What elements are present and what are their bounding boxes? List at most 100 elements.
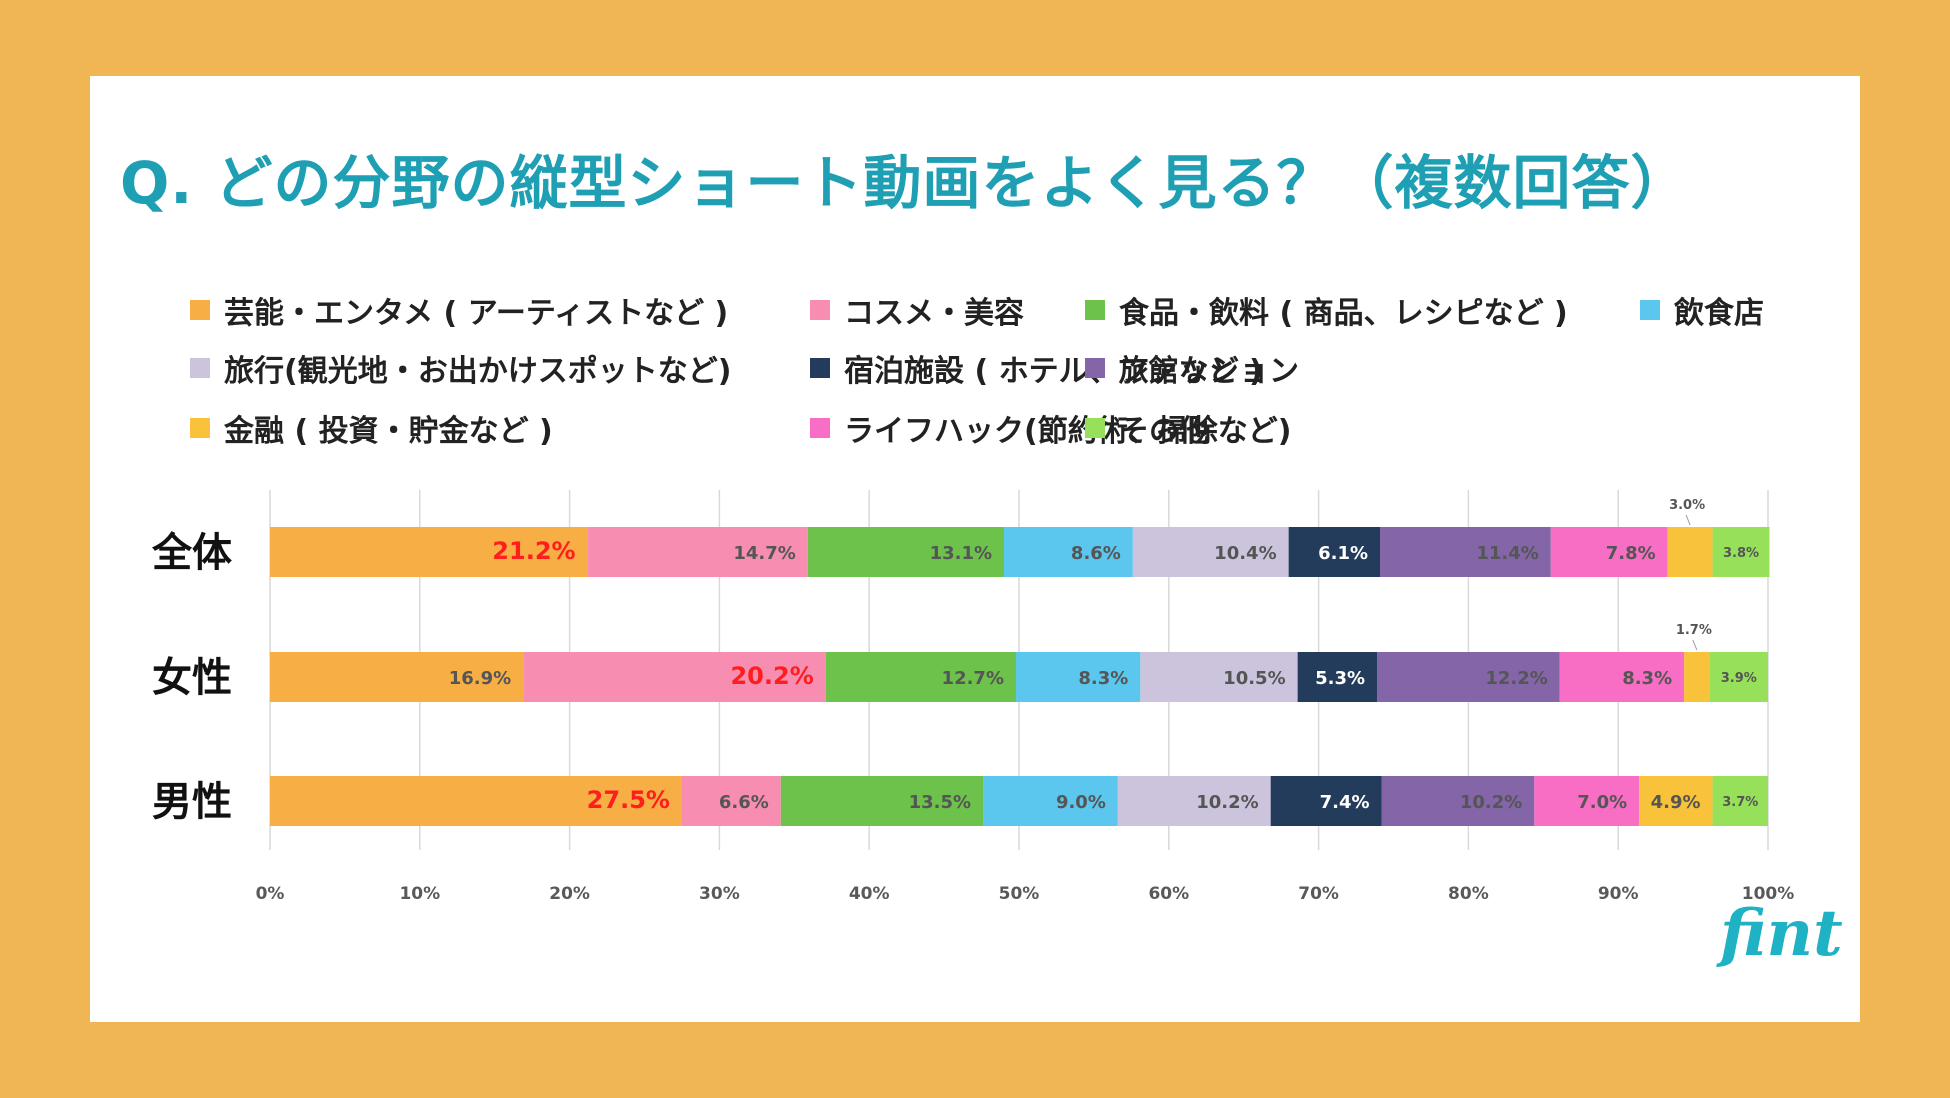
- x-tick-label: 100%: [1742, 884, 1795, 904]
- legend-label: ライフハック(節約術、掃除など): [844, 414, 1292, 449]
- data-label: 14.7%: [733, 543, 795, 564]
- x-tick-label: 90%: [1598, 884, 1639, 904]
- legend-item: 旅行(観光地・お出かけスポットなど): [190, 348, 732, 389]
- data-label: 20.2%: [730, 662, 813, 690]
- legend-label: 金融 ( 投資・貯金など ): [224, 414, 553, 449]
- bar-segment: [1667, 527, 1713, 577]
- x-tick-label: 50%: [999, 884, 1040, 904]
- legend-label: ファッション: [1119, 354, 1299, 389]
- data-label: 3.0%: [1669, 498, 1705, 513]
- bar-segment: [1297, 652, 1378, 702]
- x-tick-label: 0%: [256, 884, 285, 904]
- x-tick-label: 70%: [1298, 884, 1339, 904]
- legend-label: 食品・飲料 ( 商品、レシピなど ): [1119, 296, 1568, 331]
- data-label: 12.2%: [1485, 668, 1547, 689]
- data-label: 11.4%: [1476, 543, 1538, 564]
- legend-item: 芸能・エンタメ ( アーティストなど ): [190, 290, 728, 331]
- data-label: 10.2%: [1460, 792, 1522, 813]
- legend-swatch: [810, 358, 830, 378]
- bar-segment: [1709, 652, 1768, 702]
- x-tick-label: 20%: [549, 884, 590, 904]
- bar-segment: [1140, 652, 1298, 702]
- data-label: 10.4%: [1214, 543, 1276, 564]
- bar-segment: [270, 652, 524, 702]
- x-tick-label: 40%: [849, 884, 890, 904]
- data-label: 7.8%: [1606, 543, 1656, 564]
- data-label: 13.1%: [930, 543, 992, 564]
- data-label: 4.9%: [1651, 792, 1701, 813]
- bar-segment: [1132, 527, 1289, 577]
- legend-item: ファッション: [1085, 348, 1299, 389]
- leader-line: [1692, 639, 1698, 651]
- data-label: 3.7%: [1722, 795, 1758, 810]
- legend-item: ライフハック(節約術、掃除など): [810, 408, 1292, 449]
- chart-title: Q. どの分野の縦型ショート動画をよく見る？（複数回答）: [120, 149, 1690, 217]
- bar-segment: [1380, 527, 1551, 577]
- bar-segment: [1117, 776, 1271, 826]
- data-label: 27.5%: [587, 786, 670, 814]
- data-label: 12.7%: [942, 668, 1004, 689]
- legend-swatch: [810, 418, 830, 438]
- bar-segment: [1712, 527, 1770, 577]
- legend-swatch: [190, 418, 210, 438]
- data-label: 5.3%: [1315, 668, 1365, 689]
- legend-label: その他: [1119, 414, 1209, 449]
- category-label: 全体: [151, 530, 232, 576]
- bar-segment: [1639, 776, 1713, 826]
- legend-swatch: [1085, 358, 1105, 378]
- bar-segment: [1004, 527, 1133, 577]
- category-label: 女性: [152, 655, 232, 701]
- legend-item: 金融 ( 投資・貯金など ): [190, 408, 553, 449]
- data-label: 3.9%: [1721, 671, 1757, 686]
- legend-label: 宿泊施設 ( ホテル、旅館など ): [844, 354, 1263, 389]
- data-label: 21.2%: [492, 537, 575, 565]
- bar-segment: [780, 776, 984, 826]
- data-label: 6.6%: [719, 792, 769, 813]
- legend-item: 飲食店: [1640, 290, 1764, 331]
- x-tick-label: 10%: [399, 884, 440, 904]
- legend-label: 飲食店: [1674, 296, 1764, 331]
- bar-segment: [270, 776, 682, 826]
- bar-segment: [523, 652, 826, 702]
- data-label: 1.7%: [1676, 623, 1712, 638]
- bar-segment: [983, 776, 1118, 826]
- bar-segment: [1684, 652, 1710, 702]
- data-label: 10.2%: [1196, 792, 1258, 813]
- bar-segment: [1559, 652, 1685, 702]
- bar-segment: [1534, 776, 1640, 826]
- data-label: 10.5%: [1223, 668, 1285, 689]
- legend-swatch: [1085, 300, 1105, 320]
- x-tick-label: 80%: [1448, 884, 1489, 904]
- data-label: 8.6%: [1071, 543, 1121, 564]
- data-label: 6.1%: [1318, 543, 1368, 564]
- bar-segment: [1381, 776, 1535, 826]
- bar-segment: [1016, 652, 1141, 702]
- bar-segment: [587, 527, 808, 577]
- legend-item: その他: [1085, 408, 1209, 449]
- category-label: 男性: [152, 779, 232, 825]
- legend-item: 食品・飲料 ( 商品、レシピなど ): [1085, 290, 1568, 331]
- legend-swatch: [1640, 300, 1660, 320]
- legend-swatch: [190, 300, 210, 320]
- legend-label: 旅行(観光地・お出かけスポットなど): [224, 354, 732, 389]
- legend-swatch: [190, 358, 210, 378]
- x-tick-label: 30%: [699, 884, 740, 904]
- bar-segment: [807, 527, 1005, 577]
- data-label: 3.8%: [1723, 546, 1759, 561]
- bar-segment: [1712, 776, 1768, 826]
- bar-segment: [825, 652, 1017, 702]
- legend-item: 宿泊施設 ( ホテル、旅館など ): [810, 348, 1263, 389]
- bar-segment: [1377, 652, 1560, 702]
- data-label: 13.5%: [909, 792, 971, 813]
- data-label: 9.0%: [1056, 792, 1106, 813]
- data-label: 8.3%: [1078, 668, 1128, 689]
- data-label: 8.3%: [1622, 668, 1672, 689]
- bar-segment: [1288, 527, 1381, 577]
- bar-segment: [681, 776, 781, 826]
- legend-item: コスメ・美容: [810, 290, 1024, 331]
- legend-swatch: [810, 300, 830, 320]
- legend-swatch: [1085, 418, 1105, 438]
- leader-line: [1685, 514, 1691, 526]
- x-tick-label: 60%: [1148, 884, 1189, 904]
